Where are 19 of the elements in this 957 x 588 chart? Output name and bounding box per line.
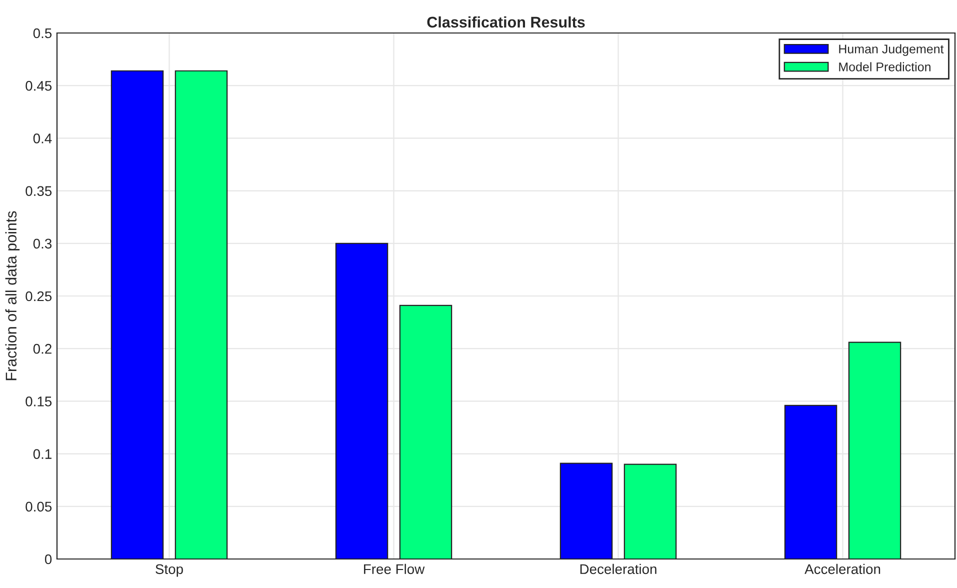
x-tick-label: Deceleration bbox=[580, 564, 656, 574]
y-tick-label: 0.15 bbox=[26, 396, 52, 406]
x-tick-label: Stop bbox=[156, 564, 183, 577]
y-tick-label: 0.1 bbox=[33, 449, 52, 459]
y-tick-label: 0.4 bbox=[33, 134, 52, 144]
y-tick-label: 0.25 bbox=[26, 291, 52, 302]
y-tick-label: 0.3 bbox=[33, 238, 52, 249]
y-tick-label: 0.35 bbox=[26, 186, 52, 196]
y-tick-label: 0.5 bbox=[33, 28, 52, 38]
legend-label: Model Prediction bbox=[839, 62, 930, 72]
x-tick-label: Acceleration bbox=[804, 564, 880, 574]
y-tick-label: 0.45 bbox=[26, 80, 52, 91]
y-tick-label: 0.05 bbox=[26, 502, 52, 512]
legend-label: Human Judgement bbox=[839, 44, 944, 56]
x-tick-label: Free Flow bbox=[364, 564, 425, 574]
y-tick-label: 0 bbox=[44, 554, 52, 564]
y-tick-label: 0.2 bbox=[33, 344, 52, 354]
chart-title: Classification Results bbox=[427, 16, 585, 28]
y-axis-title: Fraction of all data points bbox=[5, 211, 20, 380]
